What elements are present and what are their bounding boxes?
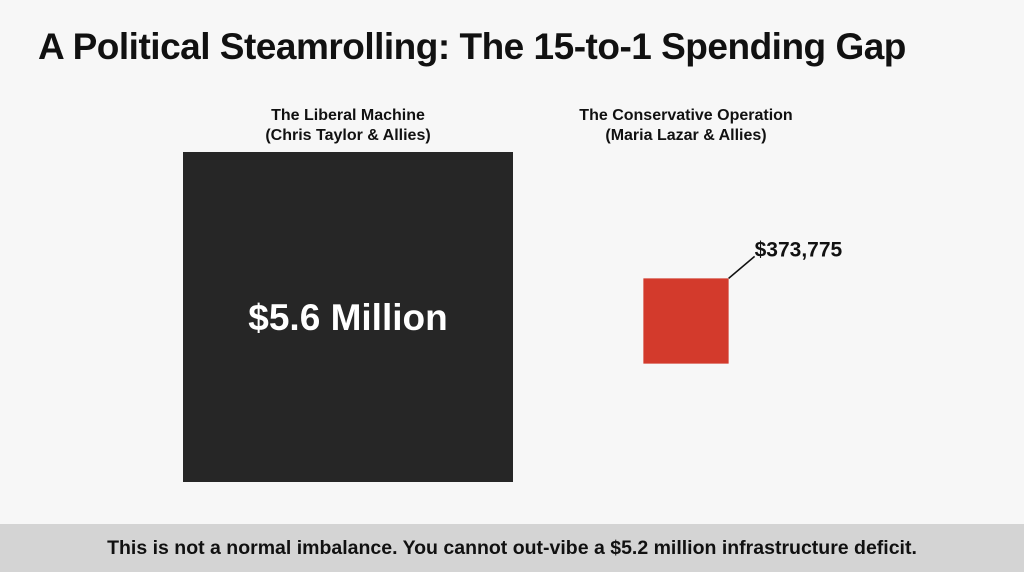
spending-comparison-chart: The Liberal Machine (Chris Taylor & Allie… — [183, 107, 843, 482]
page-title: A Political Steamrolling: The 15-to-1 Sp… — [38, 26, 906, 67]
conservative-value-label: $373,775 — [755, 238, 843, 261]
conservative-group-name: The Conservative Operation — [579, 107, 792, 124]
caption-bar: This is not a normal imbalance. You cann… — [0, 524, 1024, 572]
conservative-group-subtitle: (Maria Lazar & Allies) — [605, 127, 766, 144]
caption-text: This is not a normal imbalance. You cann… — [107, 536, 917, 559]
liberal-spending-square — [183, 152, 513, 482]
liberal-group-name: The Liberal Machine — [271, 107, 425, 124]
liberal-group-subtitle: (Chris Taylor & Allies) — [265, 127, 430, 144]
conservative-spending-square — [643, 278, 729, 364]
liberal-value-label: $5.6 Million — [248, 297, 447, 338]
conservative-callout-line — [728, 255, 756, 279]
